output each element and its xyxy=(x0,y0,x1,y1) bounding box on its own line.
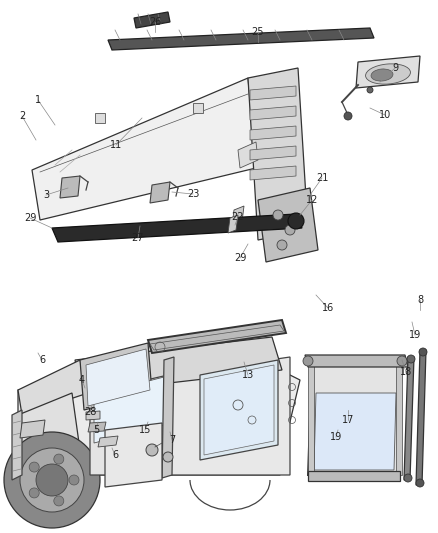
Text: 8: 8 xyxy=(417,295,423,305)
Polygon shape xyxy=(20,420,45,438)
Text: 7: 7 xyxy=(169,435,175,445)
Polygon shape xyxy=(80,343,152,410)
Polygon shape xyxy=(134,12,170,28)
Text: 27: 27 xyxy=(132,233,144,243)
Polygon shape xyxy=(314,393,396,470)
Polygon shape xyxy=(200,360,278,460)
Polygon shape xyxy=(32,78,256,220)
Polygon shape xyxy=(250,106,296,120)
Circle shape xyxy=(288,213,304,229)
Text: 3: 3 xyxy=(43,190,49,200)
Polygon shape xyxy=(18,360,88,415)
Polygon shape xyxy=(416,350,426,485)
Polygon shape xyxy=(75,337,282,393)
Text: 6: 6 xyxy=(39,355,45,365)
Circle shape xyxy=(54,496,64,506)
Polygon shape xyxy=(396,357,402,475)
Polygon shape xyxy=(162,357,174,478)
Circle shape xyxy=(20,448,84,512)
Polygon shape xyxy=(258,188,318,262)
Polygon shape xyxy=(86,349,150,406)
Polygon shape xyxy=(18,370,300,475)
Polygon shape xyxy=(356,56,420,88)
Polygon shape xyxy=(308,357,314,475)
Text: 17: 17 xyxy=(342,415,354,425)
Circle shape xyxy=(36,464,68,496)
Text: 13: 13 xyxy=(242,370,254,380)
Text: 10: 10 xyxy=(379,110,391,120)
Polygon shape xyxy=(250,146,296,160)
Polygon shape xyxy=(88,422,106,432)
Text: 29: 29 xyxy=(24,213,36,223)
Polygon shape xyxy=(305,355,408,367)
Polygon shape xyxy=(108,28,374,50)
Text: 28: 28 xyxy=(84,407,96,417)
Polygon shape xyxy=(404,357,414,480)
Polygon shape xyxy=(60,176,80,198)
Text: 4: 4 xyxy=(79,375,85,385)
Circle shape xyxy=(29,462,39,472)
Ellipse shape xyxy=(366,64,410,84)
Circle shape xyxy=(69,475,79,485)
Text: 19: 19 xyxy=(409,330,421,340)
Polygon shape xyxy=(238,142,258,168)
Ellipse shape xyxy=(371,69,393,81)
Polygon shape xyxy=(52,214,302,242)
Text: 9: 9 xyxy=(392,63,398,73)
Polygon shape xyxy=(248,68,308,240)
Text: 22: 22 xyxy=(232,212,244,222)
Polygon shape xyxy=(95,113,105,123)
Polygon shape xyxy=(94,377,164,443)
Polygon shape xyxy=(12,410,22,480)
Text: 1: 1 xyxy=(35,95,41,105)
Circle shape xyxy=(419,348,427,356)
Polygon shape xyxy=(18,393,80,475)
Polygon shape xyxy=(86,411,100,420)
Polygon shape xyxy=(193,103,203,113)
Polygon shape xyxy=(308,471,400,481)
Text: 26: 26 xyxy=(149,17,161,27)
Circle shape xyxy=(367,87,373,93)
Text: 2: 2 xyxy=(19,111,25,121)
Text: 16: 16 xyxy=(322,303,334,313)
Text: 21: 21 xyxy=(316,173,328,183)
Polygon shape xyxy=(308,357,402,475)
Polygon shape xyxy=(150,182,170,203)
Polygon shape xyxy=(90,375,168,475)
Polygon shape xyxy=(168,357,290,475)
Circle shape xyxy=(416,479,424,487)
Circle shape xyxy=(4,432,100,528)
Circle shape xyxy=(29,488,39,498)
Polygon shape xyxy=(204,365,274,455)
Text: 18: 18 xyxy=(400,367,412,377)
Text: 15: 15 xyxy=(139,425,151,435)
Circle shape xyxy=(407,355,415,363)
Text: 11: 11 xyxy=(110,140,122,150)
Circle shape xyxy=(273,210,283,220)
Circle shape xyxy=(404,474,412,482)
Polygon shape xyxy=(250,166,296,180)
Circle shape xyxy=(344,112,352,120)
Circle shape xyxy=(54,454,64,464)
Text: 12: 12 xyxy=(306,195,318,205)
Polygon shape xyxy=(250,86,296,100)
Circle shape xyxy=(397,356,407,366)
Polygon shape xyxy=(250,126,296,140)
Text: 23: 23 xyxy=(187,189,199,199)
Polygon shape xyxy=(148,320,286,353)
Text: 6: 6 xyxy=(112,450,118,460)
Polygon shape xyxy=(105,423,162,487)
Circle shape xyxy=(277,240,287,250)
Circle shape xyxy=(303,356,313,366)
Polygon shape xyxy=(98,436,118,447)
Polygon shape xyxy=(228,215,238,233)
Text: 19: 19 xyxy=(330,432,342,442)
Text: 5: 5 xyxy=(93,425,99,435)
Circle shape xyxy=(146,444,158,456)
Polygon shape xyxy=(232,206,244,226)
Text: 25: 25 xyxy=(252,27,264,37)
Text: 29: 29 xyxy=(234,253,246,263)
Circle shape xyxy=(163,452,173,462)
Circle shape xyxy=(285,225,295,235)
